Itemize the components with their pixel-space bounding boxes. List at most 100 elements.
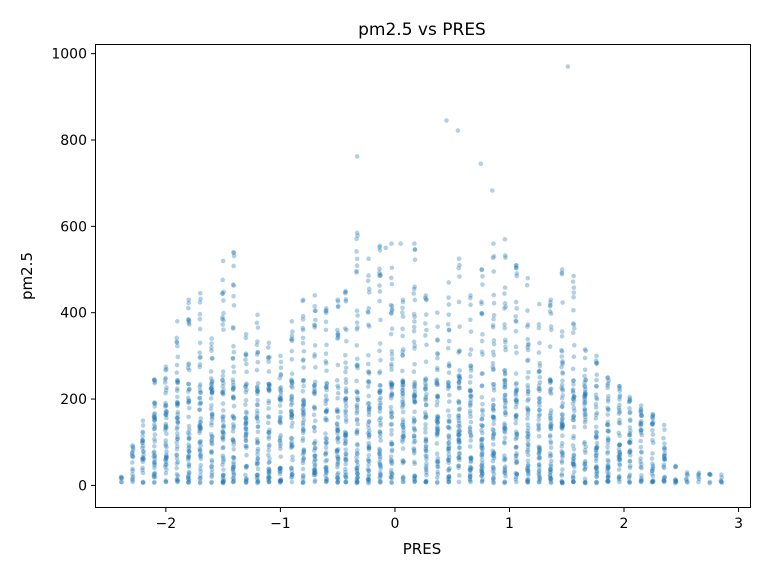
data-point — [265, 345, 271, 350]
data-point — [343, 475, 349, 480]
data-point — [685, 479, 690, 485]
data-point — [605, 422, 610, 427]
data-point — [335, 456, 341, 462]
data-point — [400, 352, 405, 358]
data-point — [300, 480, 305, 486]
data-point — [650, 479, 656, 484]
data-point — [605, 407, 611, 412]
data-point — [422, 378, 428, 383]
data-point — [186, 318, 192, 324]
data-point — [513, 414, 519, 420]
data-point — [301, 399, 306, 404]
data-point — [267, 382, 272, 387]
data-point — [435, 393, 441, 399]
data-point — [627, 458, 633, 464]
data-point — [411, 447, 417, 453]
data-point — [605, 440, 611, 446]
data-point — [312, 405, 317, 410]
data-point — [513, 388, 519, 394]
data-point — [324, 457, 330, 463]
data-point — [548, 408, 554, 413]
data-point — [491, 402, 496, 408]
data-point — [617, 407, 622, 413]
data-point — [412, 297, 418, 303]
data-point — [209, 420, 214, 426]
data-point — [388, 411, 394, 417]
data-point — [323, 465, 328, 471]
data-point — [638, 413, 644, 419]
data-point — [152, 377, 157, 382]
data-point — [323, 359, 329, 364]
data-point — [456, 373, 461, 379]
data-point — [288, 408, 294, 414]
data-point — [411, 440, 417, 445]
data-point — [335, 454, 341, 460]
data-point — [559, 473, 565, 478]
data-point — [457, 368, 462, 373]
data-point — [198, 452, 204, 457]
data-point — [400, 326, 405, 332]
data-point — [290, 420, 295, 426]
data-point — [685, 472, 690, 478]
data-point — [186, 477, 192, 482]
data-point — [267, 355, 272, 360]
data-point — [627, 439, 632, 445]
data-point — [570, 388, 576, 394]
data-point — [400, 398, 406, 403]
data-point — [323, 468, 329, 474]
data-point — [185, 365, 191, 371]
data-point — [186, 480, 191, 485]
data-point — [617, 452, 623, 458]
data-point — [175, 459, 181, 465]
data-point — [163, 412, 169, 418]
data-point — [244, 452, 249, 458]
data-point — [266, 359, 271, 365]
data-point — [479, 311, 485, 317]
data-point — [366, 445, 372, 451]
data-point — [243, 357, 248, 363]
data-point — [175, 473, 181, 479]
data-point — [537, 407, 542, 413]
data-point — [559, 270, 565, 275]
data-point — [526, 425, 531, 431]
data-point — [175, 380, 180, 386]
data-point — [197, 311, 203, 317]
data-point — [312, 325, 318, 330]
data-point — [220, 369, 226, 374]
data-point — [468, 471, 473, 477]
data-point — [547, 389, 553, 395]
data-point — [490, 436, 496, 442]
data-point — [186, 437, 192, 442]
data-point — [423, 430, 428, 435]
data-point — [605, 478, 610, 484]
data-point — [594, 440, 600, 446]
data-point — [220, 414, 225, 420]
data-point — [389, 479, 394, 485]
data-point — [151, 474, 157, 480]
data-point — [423, 479, 428, 485]
data-point — [412, 386, 417, 391]
data-point — [605, 419, 611, 425]
data-point — [400, 384, 405, 390]
data-point — [267, 387, 272, 392]
data-point — [186, 367, 192, 373]
data-point — [400, 460, 406, 466]
data-point — [244, 387, 249, 393]
data-point — [560, 370, 565, 375]
data-point — [684, 479, 690, 485]
data-point — [355, 362, 360, 368]
data-point — [571, 452, 577, 457]
data-point — [335, 383, 340, 389]
data-point — [186, 470, 192, 476]
data-point — [479, 267, 485, 272]
data-point — [650, 437, 655, 443]
data-point — [468, 363, 474, 368]
data-point — [502, 440, 507, 446]
data-point — [411, 384, 417, 389]
data-point — [480, 409, 485, 414]
data-point — [220, 416, 226, 422]
data-point — [536, 422, 541, 427]
data-point — [255, 448, 260, 454]
data-point — [399, 422, 405, 428]
data-point — [479, 383, 485, 389]
